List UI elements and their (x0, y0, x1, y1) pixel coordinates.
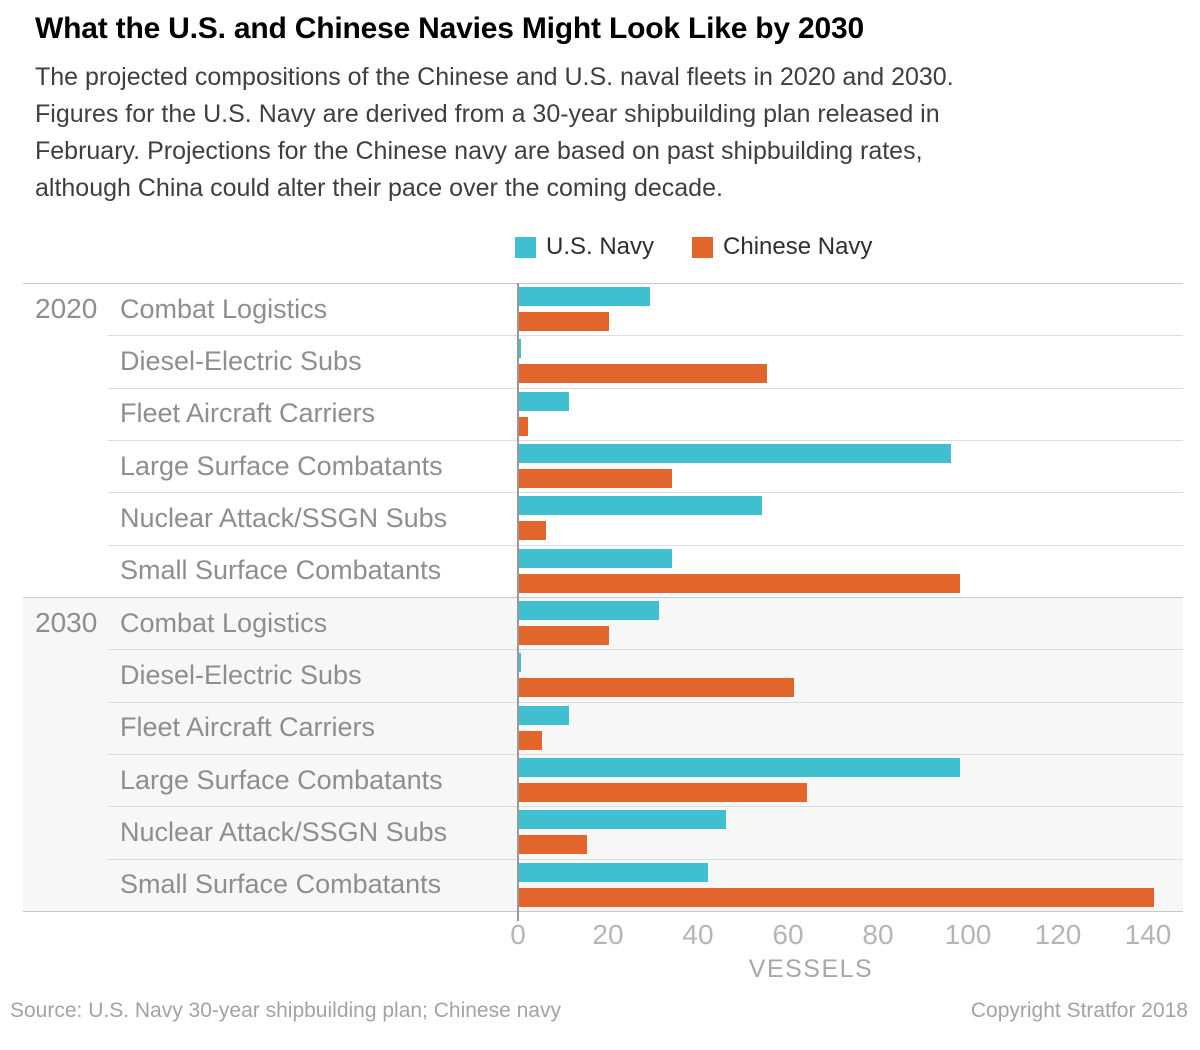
us-navy-bar (519, 810, 726, 830)
chinese-navy-bar (519, 887, 1154, 907)
chinese-navy-bar (519, 730, 542, 750)
us-navy-swatch-icon (515, 236, 536, 258)
row-divider (108, 753, 1183, 755)
bar-group (519, 492, 762, 544)
chart-subtitle: The projected compositions of the Chines… (35, 63, 954, 202)
legend-label-chinese-navy: Chinese Navy (723, 233, 873, 260)
chart-row: Nuclear Attack/SSGN Subs (23, 806, 1183, 859)
bar-group (519, 335, 767, 387)
x-axis-ticks: 0 20 40 60 80 100 120 140 (23, 919, 1183, 953)
row-divider (108, 492, 1183, 494)
row-divider (108, 858, 1183, 860)
category-label: Small Surface Combatants (120, 869, 442, 900)
x-tick-label: 0 (510, 919, 526, 950)
x-tick-label: 60 (772, 919, 804, 950)
legend-item-us-navy: U.S. Navy (515, 233, 654, 261)
x-axis-title-label: VESSELS (748, 955, 874, 983)
bar-group (519, 283, 650, 335)
category-label: Diesel-Electric Subs (120, 345, 362, 376)
bar-chart: 2020 Combat Logistics Diesel-Electric Subs… (23, 283, 1183, 921)
chart-row: 2020 Combat Logistics (23, 283, 1183, 335)
chinese-navy-bar (519, 521, 546, 541)
row-divider (108, 439, 1183, 441)
legend-item-chinese-navy: Chinese Navy (692, 233, 872, 261)
section-divider (23, 596, 1183, 598)
us-navy-bar (519, 287, 650, 307)
row-divider (108, 701, 1183, 703)
chinese-navy-bar (519, 364, 767, 384)
category-label: Diesel-Electric Subs (120, 659, 362, 690)
category-label: Nuclear Attack/SSGN Subs (120, 816, 448, 847)
x-tick-label: 40 (682, 919, 714, 950)
chart-row: Large Surface Combatants (23, 753, 1183, 807)
category-label: Nuclear Attack/SSGN Subs (120, 502, 448, 533)
category-label: Combat Logistics (120, 607, 328, 638)
footer-source: Source: U.S. Navy 30-year shipbuilding p… (10, 999, 561, 1022)
x-tick-label: 20 (592, 919, 624, 950)
us-navy-bar (519, 758, 960, 778)
chinese-navy-swatch-icon (692, 236, 714, 258)
chart-row: 2030 Combat Logistics (23, 596, 1183, 650)
chart-row: Fleet Aircraft Carriers (23, 387, 1183, 440)
chart-row: Fleet Aircraft Carriers (23, 701, 1183, 754)
year-label: 2020 (35, 293, 98, 325)
row-divider (108, 649, 1183, 651)
category-label: Large Surface Combatants (120, 450, 443, 481)
chart-row: Diesel-Electric Subs (23, 649, 1183, 702)
chinese-navy-bar (519, 783, 807, 803)
legend: U.S. Navy Chinese Navy (515, 233, 872, 261)
row-divider (108, 544, 1183, 546)
chinese-navy-bar (519, 573, 960, 593)
us-navy-bar (519, 601, 659, 621)
chart-row: Small Surface Combatants (23, 544, 1183, 597)
us-navy-bar (519, 862, 708, 882)
chart-row: Small Surface Combatants (23, 858, 1183, 911)
footer-copyright: Copyright Stratfor 2018 (970, 999, 1188, 1022)
bar-group (519, 597, 659, 649)
us-navy-bar (519, 705, 569, 725)
bar-group (519, 545, 960, 597)
category-label: Large Surface Combatants (120, 764, 443, 795)
us-navy-bar (519, 496, 762, 516)
us-navy-bar (519, 339, 521, 359)
category-label: Fleet Aircraft Carriers (120, 398, 376, 429)
chinese-navy-bar (519, 469, 672, 489)
chinese-navy-bar (519, 416, 528, 436)
category-label: Combat Logistics (120, 293, 328, 324)
bar-group (519, 702, 569, 754)
chinese-navy-bar (519, 835, 587, 855)
bar-group (519, 440, 951, 492)
bar-group (519, 754, 960, 806)
x-tick-label: 140 (1124, 919, 1172, 950)
legend-label-us-navy: U.S. Navy (546, 233, 655, 260)
us-navy-bar (519, 548, 672, 568)
y-axis-line (517, 283, 519, 921)
us-navy-bar (519, 653, 521, 673)
category-label: Fleet Aircraft Carriers (120, 712, 376, 743)
chinese-navy-bar (519, 626, 609, 646)
section-divider (23, 283, 1183, 284)
chart-row: Large Surface Combatants (23, 439, 1183, 492)
bar-group (519, 388, 569, 440)
chinese-navy-bar (519, 678, 794, 698)
page-title: What the U.S. and Chinese Navies Might L… (35, 12, 864, 45)
category-label: Small Surface Combatants (120, 555, 442, 586)
us-navy-bar (519, 391, 569, 411)
chart-row: Diesel-Electric Subs (23, 335, 1183, 387)
x-tick-label: 100 (944, 919, 992, 950)
bar-group (519, 859, 1154, 911)
row-divider (108, 806, 1183, 808)
chinese-navy-bar (519, 312, 609, 332)
bar-group (519, 806, 726, 858)
year-label: 2030 (35, 607, 98, 639)
x-tick-label: 120 (1034, 919, 1082, 950)
x-tick-label: 80 (862, 919, 894, 950)
row-divider (108, 387, 1183, 389)
x-axis-title: VESSELS (23, 955, 1183, 985)
us-navy-bar (519, 444, 951, 464)
row-divider (108, 335, 1183, 337)
bar-group (519, 649, 794, 701)
chart-row: Nuclear Attack/SSGN Subs (23, 492, 1183, 544)
